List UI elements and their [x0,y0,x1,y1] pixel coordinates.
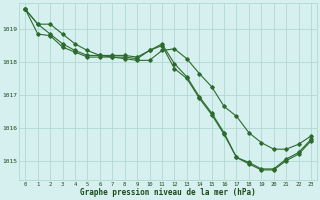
X-axis label: Graphe pression niveau de la mer (hPa): Graphe pression niveau de la mer (hPa) [80,188,256,197]
